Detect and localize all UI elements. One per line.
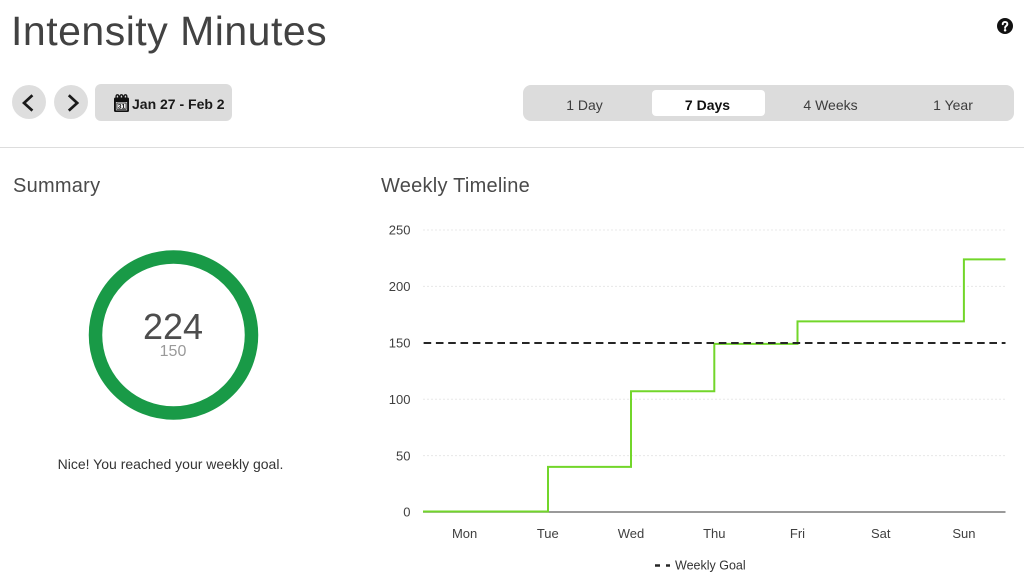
svg-text:200: 200 [389, 279, 411, 294]
svg-text:Sun: Sun [952, 526, 975, 541]
svg-text:50: 50 [396, 448, 410, 463]
svg-text:Sat: Sat [871, 526, 891, 541]
svg-text:31: 31 [118, 103, 126, 110]
svg-text:Thu: Thu [703, 526, 725, 541]
svg-text:100: 100 [389, 392, 411, 407]
svg-text:Weekly Goal: Weekly Goal [675, 559, 746, 573]
svg-text:150: 150 [389, 336, 411, 351]
svg-text:Wed: Wed [618, 526, 645, 541]
svg-text:250: 250 [389, 223, 411, 238]
svg-text:Tue: Tue [537, 526, 559, 541]
svg-text:Fri: Fri [790, 526, 805, 541]
svg-text:Mon: Mon [452, 526, 477, 541]
svg-text:0: 0 [403, 505, 410, 520]
